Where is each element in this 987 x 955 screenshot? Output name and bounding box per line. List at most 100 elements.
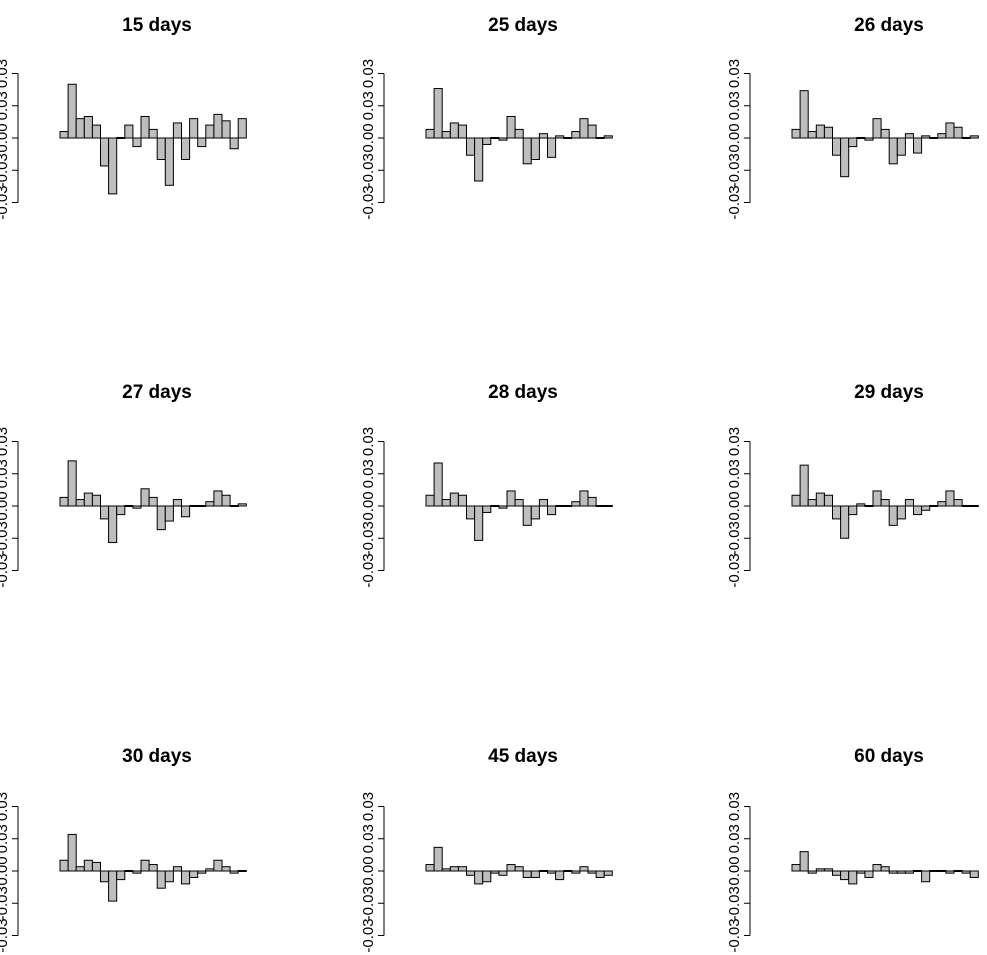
- bar: [571, 131, 581, 139]
- y-tick-label: 0.00: [360, 491, 377, 520]
- bar: [148, 128, 158, 139]
- bar: [181, 505, 191, 518]
- y-tick-label: -0.03: [0, 553, 11, 587]
- bar: [848, 870, 858, 885]
- bar: [75, 118, 85, 139]
- y-tick-label: -0.03: [726, 918, 743, 952]
- y-tick-label: 0.03: [0, 427, 11, 456]
- y-tick-label: -0.03: [360, 553, 377, 587]
- bar: [815, 492, 825, 507]
- bar: [59, 859, 69, 872]
- y-tick-label: 0.03: [0, 792, 11, 821]
- bar: [547, 137, 557, 158]
- panel-5: 29 days-0.03-0.030.000.030.03: [726, 382, 979, 588]
- bar: [466, 870, 476, 876]
- bar: [449, 122, 459, 139]
- bar: [530, 505, 540, 520]
- bar: [937, 501, 947, 507]
- bar: [587, 124, 597, 139]
- bar: [91, 124, 102, 139]
- bar: [937, 133, 947, 139]
- bar: [555, 870, 565, 881]
- y-tick-label: -0.03: [726, 886, 743, 920]
- bar: [221, 494, 231, 507]
- bar: [466, 137, 476, 156]
- panel-title: 29 days: [854, 382, 924, 403]
- bar: [791, 494, 801, 507]
- y-tick-label: 0.03: [726, 427, 743, 456]
- bar: [67, 833, 77, 872]
- bar: [100, 505, 110, 520]
- bar: [140, 116, 150, 139]
- bar: [108, 505, 118, 544]
- bar: [538, 133, 549, 139]
- y-tick-label: -0.03: [0, 886, 11, 920]
- bar: [904, 133, 915, 139]
- bar: [433, 88, 443, 139]
- bar: [466, 505, 476, 520]
- y-tick-label: -0.03: [726, 153, 743, 187]
- bar: [116, 870, 126, 881]
- bar: [140, 488, 150, 507]
- y-tick-label: 0.00: [360, 123, 377, 152]
- y-tick-label: -0.03: [360, 886, 377, 920]
- bar: [124, 124, 134, 139]
- bar: [579, 118, 589, 139]
- bar: [848, 137, 858, 148]
- bar: [91, 494, 102, 507]
- bar: [482, 870, 492, 883]
- bar: [880, 128, 890, 139]
- y-tick-label: 0.03: [726, 792, 743, 821]
- bar: [888, 137, 898, 165]
- y-tick-label: 0.03: [726, 459, 743, 488]
- y-tick-label: -0.03: [360, 918, 377, 952]
- bar: [522, 870, 532, 878]
- bar: [603, 870, 613, 876]
- bar: [945, 490, 955, 507]
- y-tick-label: 0.00: [0, 491, 11, 520]
- bar: [840, 870, 850, 881]
- y-tick-label: -0.03: [0, 918, 11, 952]
- bar: [67, 460, 77, 507]
- bar: [514, 499, 524, 507]
- y-tick-label: -0.03: [360, 521, 377, 555]
- y-tick-label: 0.03: [360, 91, 377, 120]
- y-tick-label: -0.03: [360, 153, 377, 187]
- bar: [449, 866, 459, 872]
- bar: [872, 490, 882, 507]
- bar: [864, 870, 874, 878]
- bar: [579, 866, 589, 872]
- bar: [880, 499, 890, 507]
- panel-title: 26 days: [854, 15, 924, 36]
- bar: [848, 505, 858, 516]
- bar: [522, 505, 532, 526]
- bar: [823, 494, 834, 507]
- bar: [807, 499, 817, 507]
- bar: [799, 464, 809, 507]
- bar: [587, 496, 597, 507]
- bar: [457, 124, 467, 139]
- y-tick-label: 0.03: [0, 459, 11, 488]
- bar: [514, 866, 524, 872]
- bar: [872, 864, 882, 872]
- bar: [571, 501, 581, 507]
- panel-title: 27 days: [122, 382, 192, 403]
- panel-7: 45 days-0.03-0.030.000.030.03: [360, 746, 613, 953]
- bar: [514, 128, 524, 139]
- bar: [221, 120, 231, 139]
- y-tick-label: 0.00: [726, 856, 743, 885]
- panel-title: 15 days: [122, 15, 192, 36]
- bar: [498, 870, 508, 876]
- y-tick-label: -0.03: [0, 521, 11, 555]
- bar: [449, 492, 459, 507]
- bar: [441, 499, 451, 507]
- bar: [441, 131, 451, 139]
- y-tick-label: -0.03: [726, 185, 743, 219]
- bar: [108, 137, 118, 195]
- y-tick-label: 0.03: [0, 824, 11, 853]
- y-tick-label: -0.03: [726, 521, 743, 555]
- bar: [59, 496, 69, 507]
- bar: [799, 851, 809, 872]
- y-tick-label: 0.03: [360, 824, 377, 853]
- panel-1: 25 days-0.03-0.030.000.030.03: [360, 15, 613, 220]
